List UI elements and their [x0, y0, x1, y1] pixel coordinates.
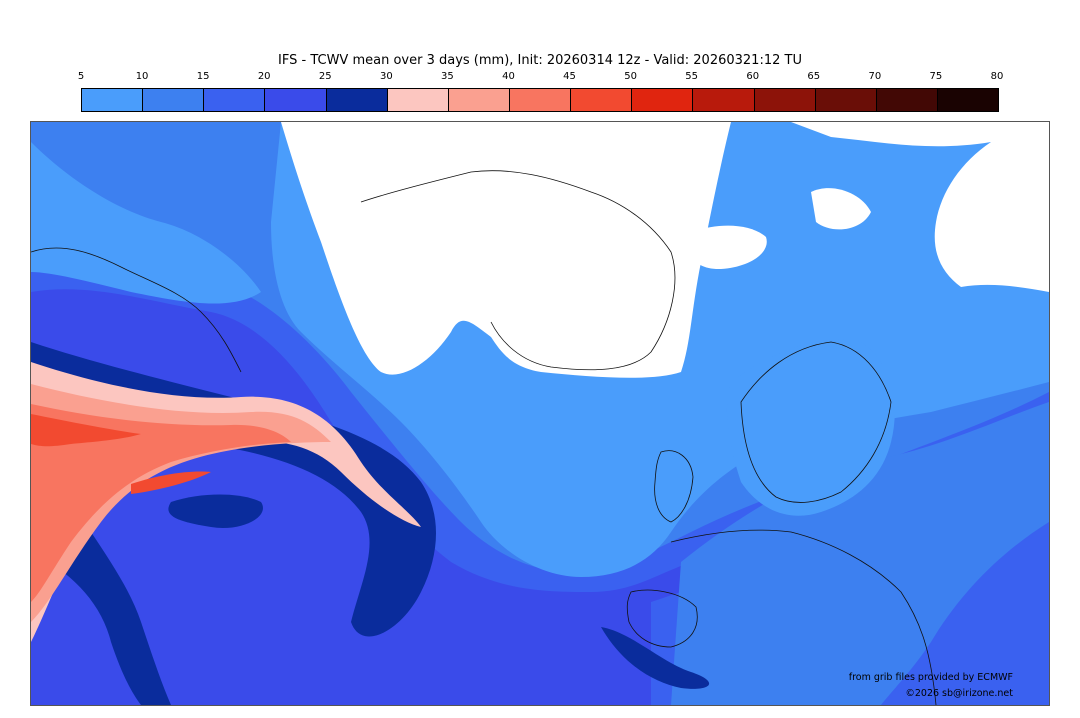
colorbar-swatch: [82, 89, 144, 111]
arctic-mask: [791, 122, 1049, 292]
colorbar-legend: 5 10 15 20 25 30 35 40 45 50 55 60 65 70 75 80: [77, 71, 1003, 113]
colorbar-swatch: [876, 89, 938, 111]
colorbar-swatch: [815, 89, 877, 111]
data-provider-credit: from grib files provided by ECMWF: [848, 672, 1013, 683]
iceland-mask: [688, 225, 767, 270]
colorbar-tick-label: 30: [379, 71, 393, 82]
colorbar-tick-label: 75: [929, 71, 943, 82]
colorbar-tick-label: 20: [257, 71, 271, 82]
field-45-50-core-2: [131, 471, 211, 494]
field-5-10-scandinavia: [726, 339, 895, 516]
map-panel: from grib files provided by ECMWF ©2026 …: [30, 121, 1050, 706]
coastlines: [31, 170, 937, 705]
tcwv-map: [31, 122, 1049, 705]
colorbar-swatch: [632, 89, 694, 111]
colorbar: [81, 88, 999, 112]
map-title: IFS - TCWV mean over 3 days (mm), Init: …: [278, 53, 802, 68]
field-40-45-river: [31, 404, 291, 602]
colorbar-tick-label: 80: [990, 71, 1004, 82]
europe-coast: [670, 529, 937, 705]
colorbar-tick-label: 45: [563, 71, 576, 82]
colorbar-tick-label: 15: [196, 71, 210, 82]
colorbar-tick-label: 60: [746, 71, 760, 82]
colorbar-tick-label: 25: [318, 71, 332, 82]
colorbar-swatch: [571, 89, 633, 111]
colorbar-tick-label: 5: [77, 71, 85, 82]
field-25-30-med: [601, 627, 710, 689]
colorbar-tick-label: 50: [624, 71, 637, 82]
colorbar-swatch: [265, 89, 327, 111]
colorbar-swatch: [509, 89, 572, 111]
colorbar-swatch: [326, 89, 388, 111]
field-10-15-europe: [671, 402, 1049, 705]
scandinavia-coast: [740, 341, 892, 503]
colorbar-tick-label: 55: [685, 71, 699, 82]
svalbard-mask: [811, 188, 871, 230]
copyright-credit: ©2026 sb@irizone.net: [905, 688, 1013, 699]
field-25-30-blob: [168, 494, 263, 528]
colorbar-tick-label: 40: [502, 71, 515, 82]
greenland-coast: [360, 170, 676, 371]
colorbar-swatch: [387, 89, 449, 111]
colorbar-tick-label: 70: [868, 71, 882, 82]
iberia-coast: [626, 589, 698, 648]
colorbar-tick-label: 35: [441, 71, 454, 82]
uk-coast: [654, 450, 694, 523]
colorbar-swatch: [693, 89, 755, 111]
colorbar-swatch: [754, 89, 816, 111]
greenland-mask: [281, 122, 731, 378]
field-45-50-core: [31, 414, 141, 447]
colorbar-swatch: [448, 89, 510, 111]
colorbar-swatch: [937, 89, 999, 111]
colorbar-swatch: [204, 89, 266, 111]
colorbar-tick-label: 65: [807, 71, 821, 82]
north-america-coast: [31, 247, 242, 373]
colorbar-tick-label: 10: [135, 71, 149, 82]
colorbar-swatch: [143, 89, 205, 111]
field-5-10-west: [31, 142, 261, 304]
